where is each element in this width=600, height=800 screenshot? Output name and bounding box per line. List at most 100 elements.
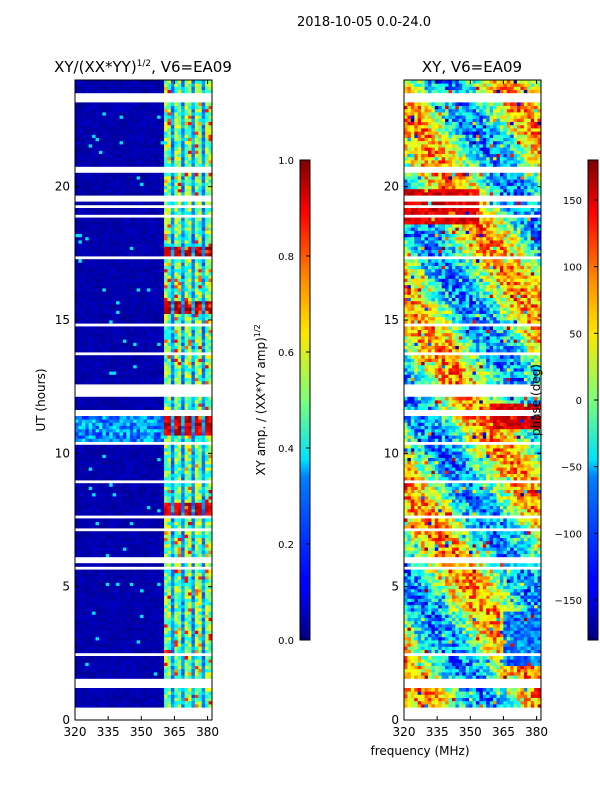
heatmap-cell	[92, 451, 96, 455]
heatmap-cell	[136, 483, 141, 487]
heatmap-cell	[146, 518, 151, 522]
heatmap-cell	[78, 483, 83, 487]
heatmap-cell	[146, 547, 151, 551]
heatmap-cell	[150, 553, 155, 558]
heatmap-cell	[85, 355, 90, 359]
heatmap-cell	[88, 524, 93, 529]
heatmap-cell	[157, 620, 162, 625]
heatmap-cell	[150, 252, 155, 257]
heatmap-cell	[167, 640, 172, 644]
heatmap-cell	[198, 416, 203, 420]
heatmap-cell	[170, 329, 175, 334]
heatmap-cell	[208, 268, 213, 273]
heatmap-cell	[143, 332, 148, 337]
heatmap-cell	[78, 403, 83, 407]
heatmap-cell	[146, 364, 151, 369]
heatmap-cell	[208, 332, 213, 337]
heatmap-cell	[95, 460, 100, 465]
heatmap-cell	[105, 358, 110, 362]
heatmap-cell	[198, 499, 203, 503]
heatmap-cell	[157, 300, 162, 305]
heatmap-cell	[205, 259, 209, 263]
heatmap-cell	[167, 502, 172, 506]
heatmap-cell	[157, 540, 162, 545]
heatmap-cell	[194, 540, 199, 545]
heatmap-cell	[170, 371, 175, 375]
heatmap-cell	[75, 467, 79, 471]
heatmap-cell	[150, 422, 155, 426]
heatmap-cell	[167, 636, 172, 641]
heatmap-cell	[205, 499, 209, 503]
heatmap-cell	[122, 636, 127, 641]
heatmap-cell	[122, 492, 127, 497]
heatmap-cell	[105, 364, 110, 369]
heatmap-cell	[201, 521, 206, 526]
heatmap-cell	[146, 563, 151, 567]
heatmap-cell	[75, 496, 79, 500]
heatmap-cell	[160, 448, 165, 452]
heatmap-cell	[153, 467, 158, 471]
heatmap-cell	[208, 425, 213, 430]
heatmap-cell	[133, 502, 138, 506]
heatmap-cell	[140, 544, 144, 548]
heatmap-cell	[143, 697, 148, 702]
heatmap-cell	[181, 665, 185, 670]
heatmap-cell	[191, 380, 196, 385]
heatmap-cell	[146, 307, 151, 311]
heatmap-cell	[95, 348, 100, 353]
heatmap-cell	[122, 691, 127, 695]
heatmap-cell	[153, 486, 158, 490]
heatmap-cell	[126, 304, 131, 308]
heatmap-cell	[81, 316, 86, 321]
heatmap-cell	[95, 355, 100, 359]
heatmap-cell	[112, 300, 117, 305]
heatmap-cell	[133, 400, 138, 404]
heatmap-cell	[129, 694, 134, 698]
heatmap-cell	[174, 585, 179, 590]
heatmap-cell	[119, 284, 124, 289]
heatmap-cell	[140, 492, 144, 497]
heatmap-cell	[181, 518, 185, 522]
heatmap-cell	[102, 627, 107, 631]
heatmap-cell	[170, 489, 175, 494]
heatmap-cell	[184, 672, 189, 676]
heatmap-cell	[78, 512, 83, 516]
heatmap-cell	[126, 326, 131, 330]
heatmap-cell	[92, 259, 96, 263]
heatmap-cell	[174, 288, 179, 292]
heatmap-cell	[109, 649, 114, 654]
heatmap-cell	[85, 348, 90, 353]
heatmap-cell	[177, 476, 182, 481]
heatmap-cell	[122, 358, 127, 362]
heatmap-cell	[198, 643, 203, 647]
heatmap-cell	[112, 524, 117, 529]
heatmap-cell	[181, 636, 185, 641]
heatmap-cell	[194, 428, 199, 433]
heatmap-cell	[191, 582, 196, 586]
heatmap-cell	[150, 281, 155, 286]
heatmap-cell	[102, 499, 107, 503]
heatmap-cell	[122, 342, 127, 346]
heatmap-cell	[95, 624, 100, 628]
heatmap-cell	[112, 288, 117, 292]
heatmap-cell	[105, 438, 110, 442]
heatmap-cell	[98, 448, 103, 452]
heatmap-cell	[78, 297, 83, 302]
heatmap-cell	[194, 585, 199, 590]
heatmap-cell	[164, 624, 168, 628]
heatmap-cell	[208, 284, 213, 289]
heatmap-cell	[109, 640, 114, 644]
heatmap-cell	[177, 374, 182, 378]
heatmap-cell	[136, 272, 141, 276]
heatmap-cell	[208, 579, 213, 583]
heatmap-cell	[153, 374, 158, 378]
heatmap-cell	[143, 454, 148, 458]
heatmap-cell	[140, 368, 144, 372]
heatmap-cell	[164, 502, 168, 506]
heatmap-cell	[201, 691, 206, 695]
heatmap-cell	[85, 512, 90, 516]
heatmap-cell	[188, 688, 192, 692]
heatmap-cell	[109, 342, 114, 346]
heatmap-cell	[136, 406, 141, 410]
heatmap-cell	[88, 508, 93, 513]
